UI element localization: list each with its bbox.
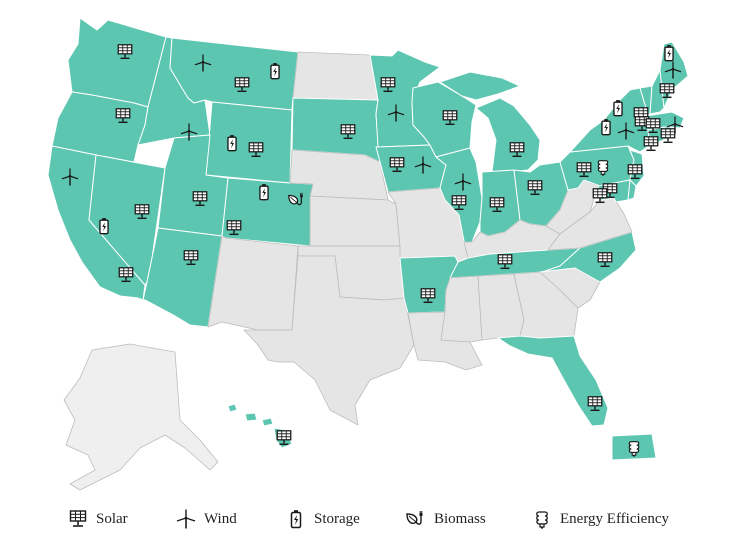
us-state-map bbox=[47, 17, 689, 491]
legend-item-solar: Solar bbox=[68, 505, 128, 533]
co-storage-icon bbox=[259, 183, 269, 201]
legend: Solar Wind Storage Biomass Energy Effici… bbox=[0, 505, 750, 535]
state-ak[interactable] bbox=[63, 343, 219, 491]
storage-icon bbox=[286, 509, 306, 529]
state-me[interactable] bbox=[659, 41, 689, 109]
state-nh[interactable] bbox=[649, 69, 665, 115]
state-de[interactable] bbox=[627, 179, 637, 201]
ny-storage-icon bbox=[601, 118, 611, 136]
legend-item-energy-efficiency: Energy Efficiency bbox=[532, 505, 669, 533]
ca-storage-icon bbox=[99, 217, 109, 235]
state-fl[interactable] bbox=[497, 335, 609, 427]
states-layer bbox=[47, 17, 689, 491]
legend-label-wind: Wind bbox=[204, 510, 237, 527]
me-storage-icon bbox=[664, 44, 674, 62]
state-ms[interactable] bbox=[440, 275, 483, 343]
legend-label-biomass: Biomass bbox=[434, 510, 486, 527]
state-nm[interactable] bbox=[207, 235, 299, 331]
wind-icon bbox=[176, 509, 196, 529]
state-tx[interactable] bbox=[243, 255, 415, 426]
solar-icon bbox=[68, 509, 88, 529]
legend-item-storage: Storage bbox=[286, 505, 360, 533]
ct-solar-icon bbox=[643, 136, 659, 152]
state-ks[interactable] bbox=[309, 195, 401, 247]
legend-label-energy-efficiency: Energy Efficiency bbox=[560, 510, 669, 527]
legend-item-biomass: Biomass bbox=[404, 505, 486, 533]
state-hi[interactable] bbox=[227, 403, 293, 449]
legend-label-storage: Storage bbox=[314, 510, 360, 527]
vt-storage-icon bbox=[613, 99, 623, 117]
biomass-icon bbox=[404, 509, 426, 529]
legend-item-wind: Wind bbox=[176, 505, 237, 533]
mt-storage-icon bbox=[270, 62, 280, 80]
state-nd[interactable] bbox=[292, 51, 379, 101]
wy-storage-icon bbox=[227, 134, 237, 152]
energy-efficiency-icon bbox=[532, 509, 552, 529]
legend-label-solar: Solar bbox=[96, 510, 128, 527]
